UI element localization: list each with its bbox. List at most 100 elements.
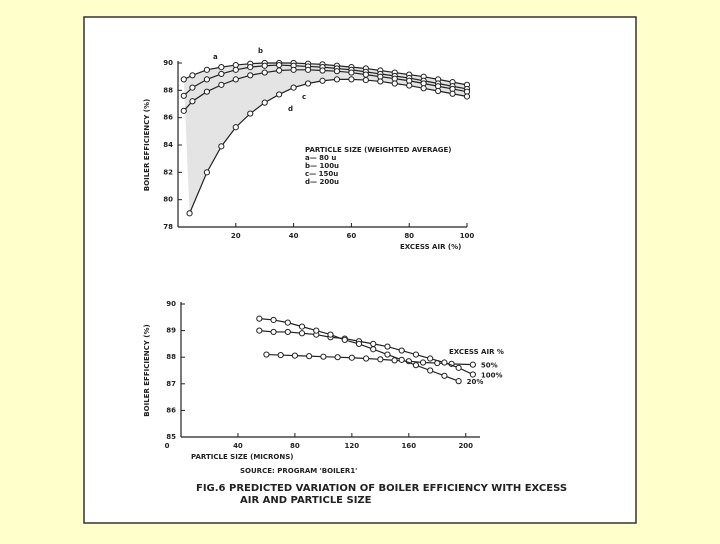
legend-entry: b— 100u xyxy=(305,162,339,170)
data-point xyxy=(291,352,299,359)
data-point xyxy=(298,330,306,337)
data-point xyxy=(261,69,268,76)
data-point xyxy=(398,347,405,354)
data-point xyxy=(362,71,369,78)
data-point xyxy=(355,340,363,347)
data-point xyxy=(232,124,239,131)
data-point xyxy=(362,355,370,362)
data-point xyxy=(218,143,225,150)
data-point xyxy=(377,78,384,85)
y-tick-label: 85 xyxy=(166,433,176,441)
y-tick-label: 80 xyxy=(163,196,173,204)
data-point xyxy=(290,84,297,91)
y-tick-label: 84 xyxy=(163,141,173,149)
data-point xyxy=(348,69,355,76)
data-point xyxy=(469,361,476,368)
data-point xyxy=(247,64,254,71)
data-point xyxy=(298,323,306,330)
data-point xyxy=(218,81,225,88)
y-axis-label: BOILER EFFICIENCY (%) xyxy=(143,99,151,191)
data-point xyxy=(218,64,225,71)
data-point xyxy=(384,343,391,350)
series-line xyxy=(259,330,474,376)
legend-title: PARTICLE SIZE (WEIGHTED AVERAGE) xyxy=(305,146,452,154)
caption-line: FIG.6 PREDICTED VARIATION OF BOILER EFFI… xyxy=(196,483,567,506)
legend-title: EXCESS AIR % xyxy=(449,348,504,356)
curve-label: a xyxy=(213,53,218,61)
data-point xyxy=(370,346,377,353)
data-point xyxy=(420,85,427,92)
data-point xyxy=(449,90,456,97)
y-tick-label: 88 xyxy=(163,86,173,94)
x-axis-label: EXCESS AIR (%) xyxy=(400,243,461,251)
data-point xyxy=(261,99,268,106)
x-tick-label: 20 xyxy=(231,232,241,240)
data-point xyxy=(334,354,341,361)
data-point xyxy=(463,93,471,100)
data-point xyxy=(232,66,239,73)
data-point xyxy=(319,67,326,74)
data-point xyxy=(406,82,413,89)
data-point xyxy=(441,359,448,366)
data-point xyxy=(377,356,384,363)
x-tick-label: 40 xyxy=(233,442,243,450)
y-tick-label: 78 xyxy=(163,223,173,231)
data-point xyxy=(276,67,283,74)
data-point xyxy=(333,76,341,83)
data-point xyxy=(419,359,427,366)
x-tick-label: 200 xyxy=(458,442,473,450)
data-point xyxy=(412,351,420,358)
data-point xyxy=(270,328,277,336)
data-point xyxy=(341,336,348,344)
data-point xyxy=(284,319,291,326)
legend-entry: a— 80 u xyxy=(305,154,336,162)
data-point xyxy=(290,66,297,73)
data-point xyxy=(441,372,448,379)
data-point xyxy=(189,98,196,105)
x-tick-label: 80 xyxy=(404,232,414,240)
legend-entry: c— 150u xyxy=(305,170,338,178)
data-point xyxy=(203,76,210,83)
data-point xyxy=(256,315,263,322)
data-point xyxy=(348,354,355,361)
data-point xyxy=(263,351,270,358)
curve-label: b xyxy=(258,47,263,55)
legend-entry: d— 200u xyxy=(305,178,339,186)
data-point xyxy=(333,68,341,75)
figure-frame xyxy=(83,16,637,524)
y-tick-label: 89 xyxy=(166,327,176,335)
shaded-band xyxy=(183,63,467,214)
y-axis-label: BOILER EFFICIENCY (%) xyxy=(143,324,151,416)
y-tick-label: 82 xyxy=(163,168,173,176)
data-point xyxy=(189,72,196,79)
x-tick-label: 40 xyxy=(289,232,299,240)
data-point xyxy=(270,316,277,324)
data-point xyxy=(218,70,225,78)
y-tick-label: 90 xyxy=(163,59,173,67)
data-point xyxy=(232,76,239,83)
data-point xyxy=(362,76,369,84)
data-point xyxy=(247,110,254,117)
y-tick-label: 86 xyxy=(163,114,173,122)
x-axis-label: PARTICLE SIZE (MICRONS) xyxy=(191,453,293,461)
y-tick-label: 88 xyxy=(166,353,176,361)
x-tick-label: 60 xyxy=(347,232,357,240)
data-point xyxy=(319,77,326,84)
x-tick-label: 80 xyxy=(290,442,300,450)
data-point xyxy=(384,351,391,358)
data-point xyxy=(427,355,434,362)
data-point xyxy=(186,210,193,217)
data-point xyxy=(348,76,355,83)
y-tick-label: 90 xyxy=(166,300,176,308)
x-tick-label: 0 xyxy=(165,442,170,450)
data-point xyxy=(203,88,210,95)
curve-label: c xyxy=(302,93,306,101)
data-point xyxy=(320,353,327,360)
x-tick-label: 160 xyxy=(401,442,416,450)
data-point xyxy=(256,327,263,334)
legend-entry: 100% xyxy=(481,371,503,379)
data-point xyxy=(455,378,462,385)
y-tick-label: 87 xyxy=(166,380,176,388)
data-point xyxy=(304,66,312,73)
